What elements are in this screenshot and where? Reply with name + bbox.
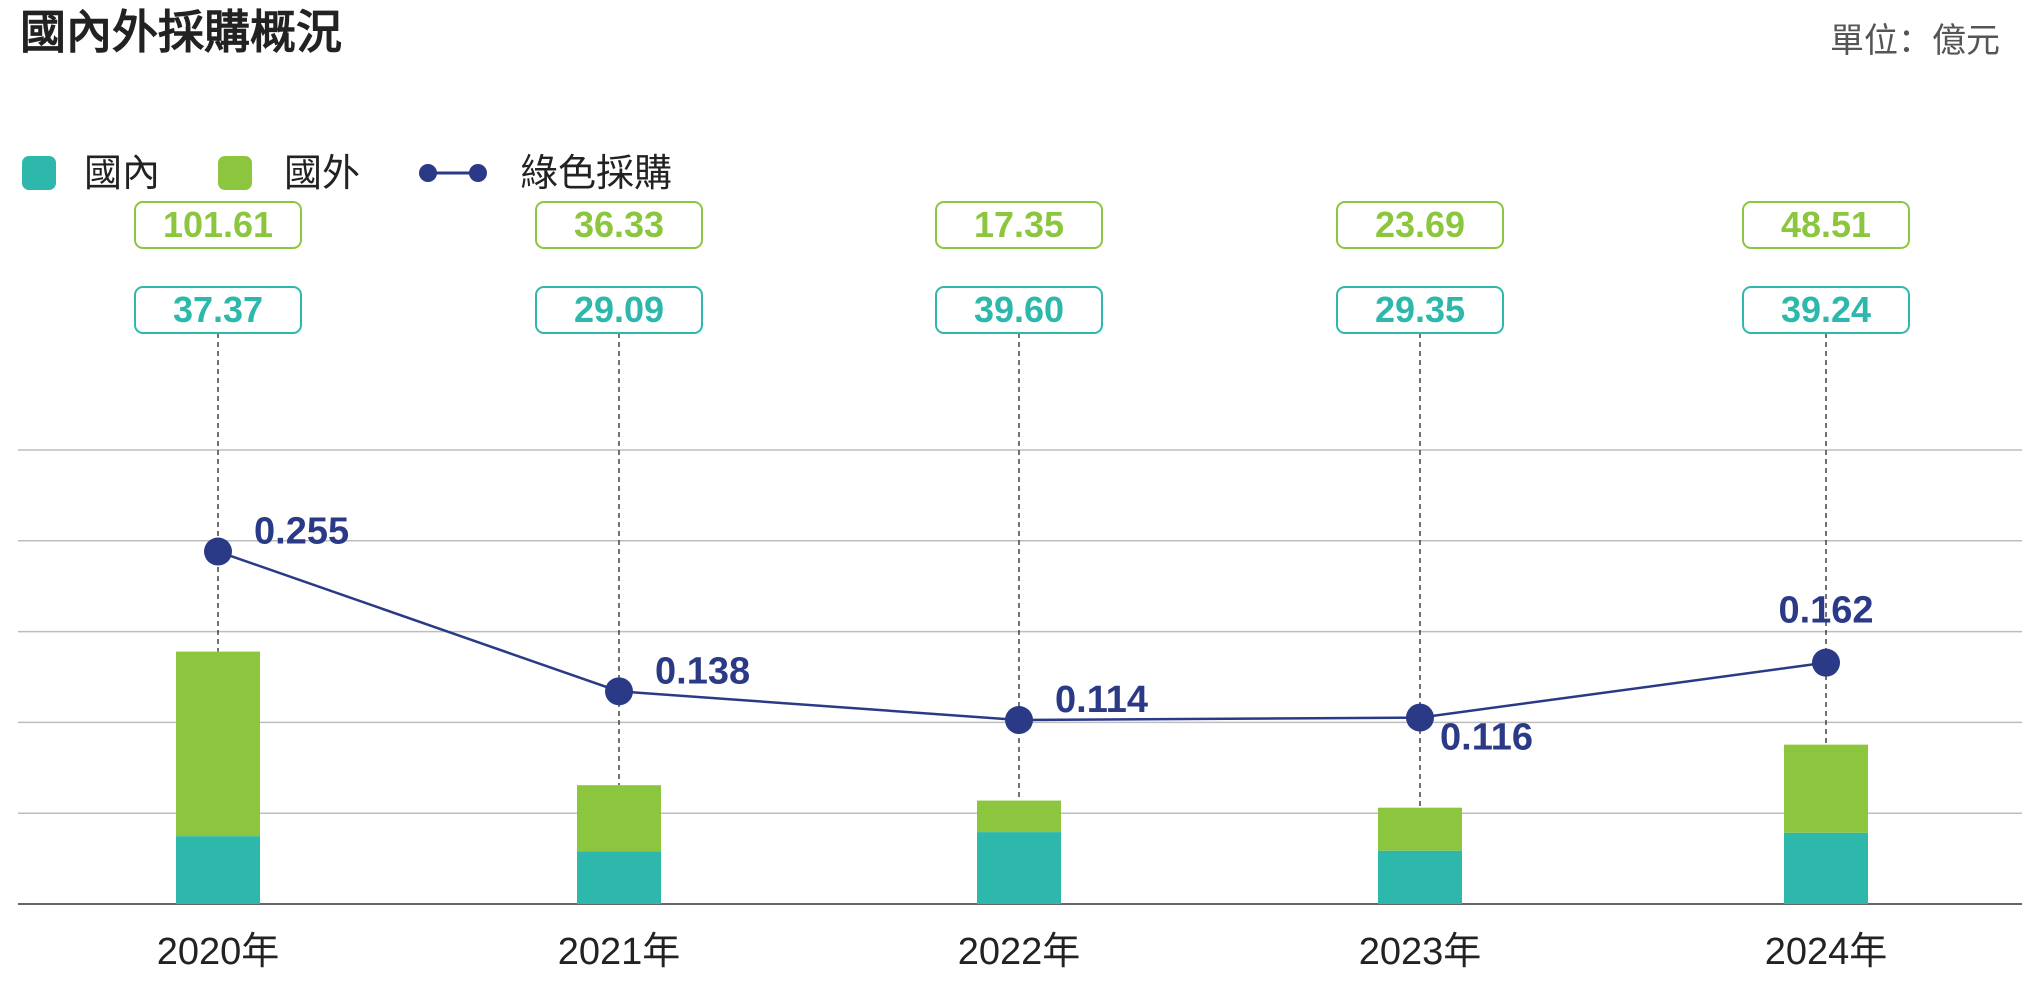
box-label-domestic: 37.37 [173, 289, 263, 330]
bar-domestic [1784, 832, 1868, 904]
green-value-label: 0.114 [1055, 679, 1148, 721]
green-line-path [217, 550, 1827, 722]
bar-domestic [577, 851, 661, 904]
green-value-label: 0.138 [655, 650, 750, 692]
green-point [605, 677, 633, 706]
legend-dot-green-left [419, 164, 437, 182]
x-tick-label: 2023年 [1359, 931, 1482, 973]
box-domestic [535, 286, 703, 334]
box-domestic [1742, 286, 1910, 334]
box-label-foreign: 101.61 [163, 204, 273, 245]
green-point [1005, 706, 1033, 735]
green-point [204, 537, 232, 566]
box-foreign [134, 201, 302, 249]
box-domestic [134, 286, 302, 334]
unit-label: 單位：億元 [1830, 22, 2000, 60]
box-label-domestic: 39.60 [974, 289, 1064, 330]
x-tick-label: 2022年 [958, 931, 1081, 973]
box-label-foreign: 23.69 [1375, 204, 1465, 245]
legend-swatch-foreign [218, 156, 252, 190]
legend-dot-green-right [469, 164, 487, 182]
box-domestic [1336, 286, 1504, 334]
dashed-guides [217, 333, 1827, 808]
bar-foreign [977, 800, 1061, 833]
green-procurement-line: 0.255 0.138 0.114 0.116 0.162 [204, 511, 1874, 759]
box-domestic [935, 286, 1103, 334]
green-point [1406, 703, 1434, 732]
green-value-label: 0.162 [1778, 590, 1873, 632]
box-label-domestic: 29.35 [1375, 289, 1465, 330]
box-label-foreign: 17.35 [974, 204, 1064, 245]
box-label-domestic: 39.24 [1781, 289, 1871, 330]
box-foreign [535, 201, 703, 249]
box-label-domestic: 29.09 [574, 289, 664, 330]
bar-domestic [1378, 850, 1462, 904]
box-foreign [1336, 201, 1504, 249]
value-boxes: 37.37 101.61 29.09 36.33 39.60 17.35 29.35 23.6… [134, 201, 1910, 334]
box-label-foreign: 36.33 [574, 204, 664, 245]
green-value-label: 0.255 [254, 511, 349, 553]
box-foreign [935, 201, 1103, 249]
bar-domestic [176, 836, 260, 904]
bar-foreign [577, 785, 661, 852]
x-tick-label: 2021年 [558, 931, 681, 973]
legend-label-foreign: 國外 [284, 153, 360, 195]
chart-title: 國內外採購概況 [20, 6, 342, 58]
bar-domestic [977, 832, 1061, 904]
x-tick-label: 2024年 [1765, 931, 1888, 973]
legend-label-green: 綠色採購 [520, 153, 672, 195]
box-foreign [1742, 201, 1910, 249]
legend-label-domestic: 國內 [84, 153, 160, 195]
bars [176, 651, 1868, 904]
x-axis-labels: 2020年 2021年 2022年 2023年 2024年 [157, 931, 1888, 973]
bar-foreign [1784, 744, 1868, 833]
bar-foreign [176, 651, 260, 837]
bar-foreign [1378, 807, 1462, 851]
x-tick-label: 2020年 [157, 931, 280, 973]
legend-swatch-domestic [22, 156, 56, 190]
legend: 國內 國外 綠色採購 [22, 153, 672, 195]
green-value-label: 0.116 [1440, 717, 1533, 759]
green-point [1812, 648, 1840, 677]
box-label-foreign: 48.51 [1781, 204, 1871, 245]
